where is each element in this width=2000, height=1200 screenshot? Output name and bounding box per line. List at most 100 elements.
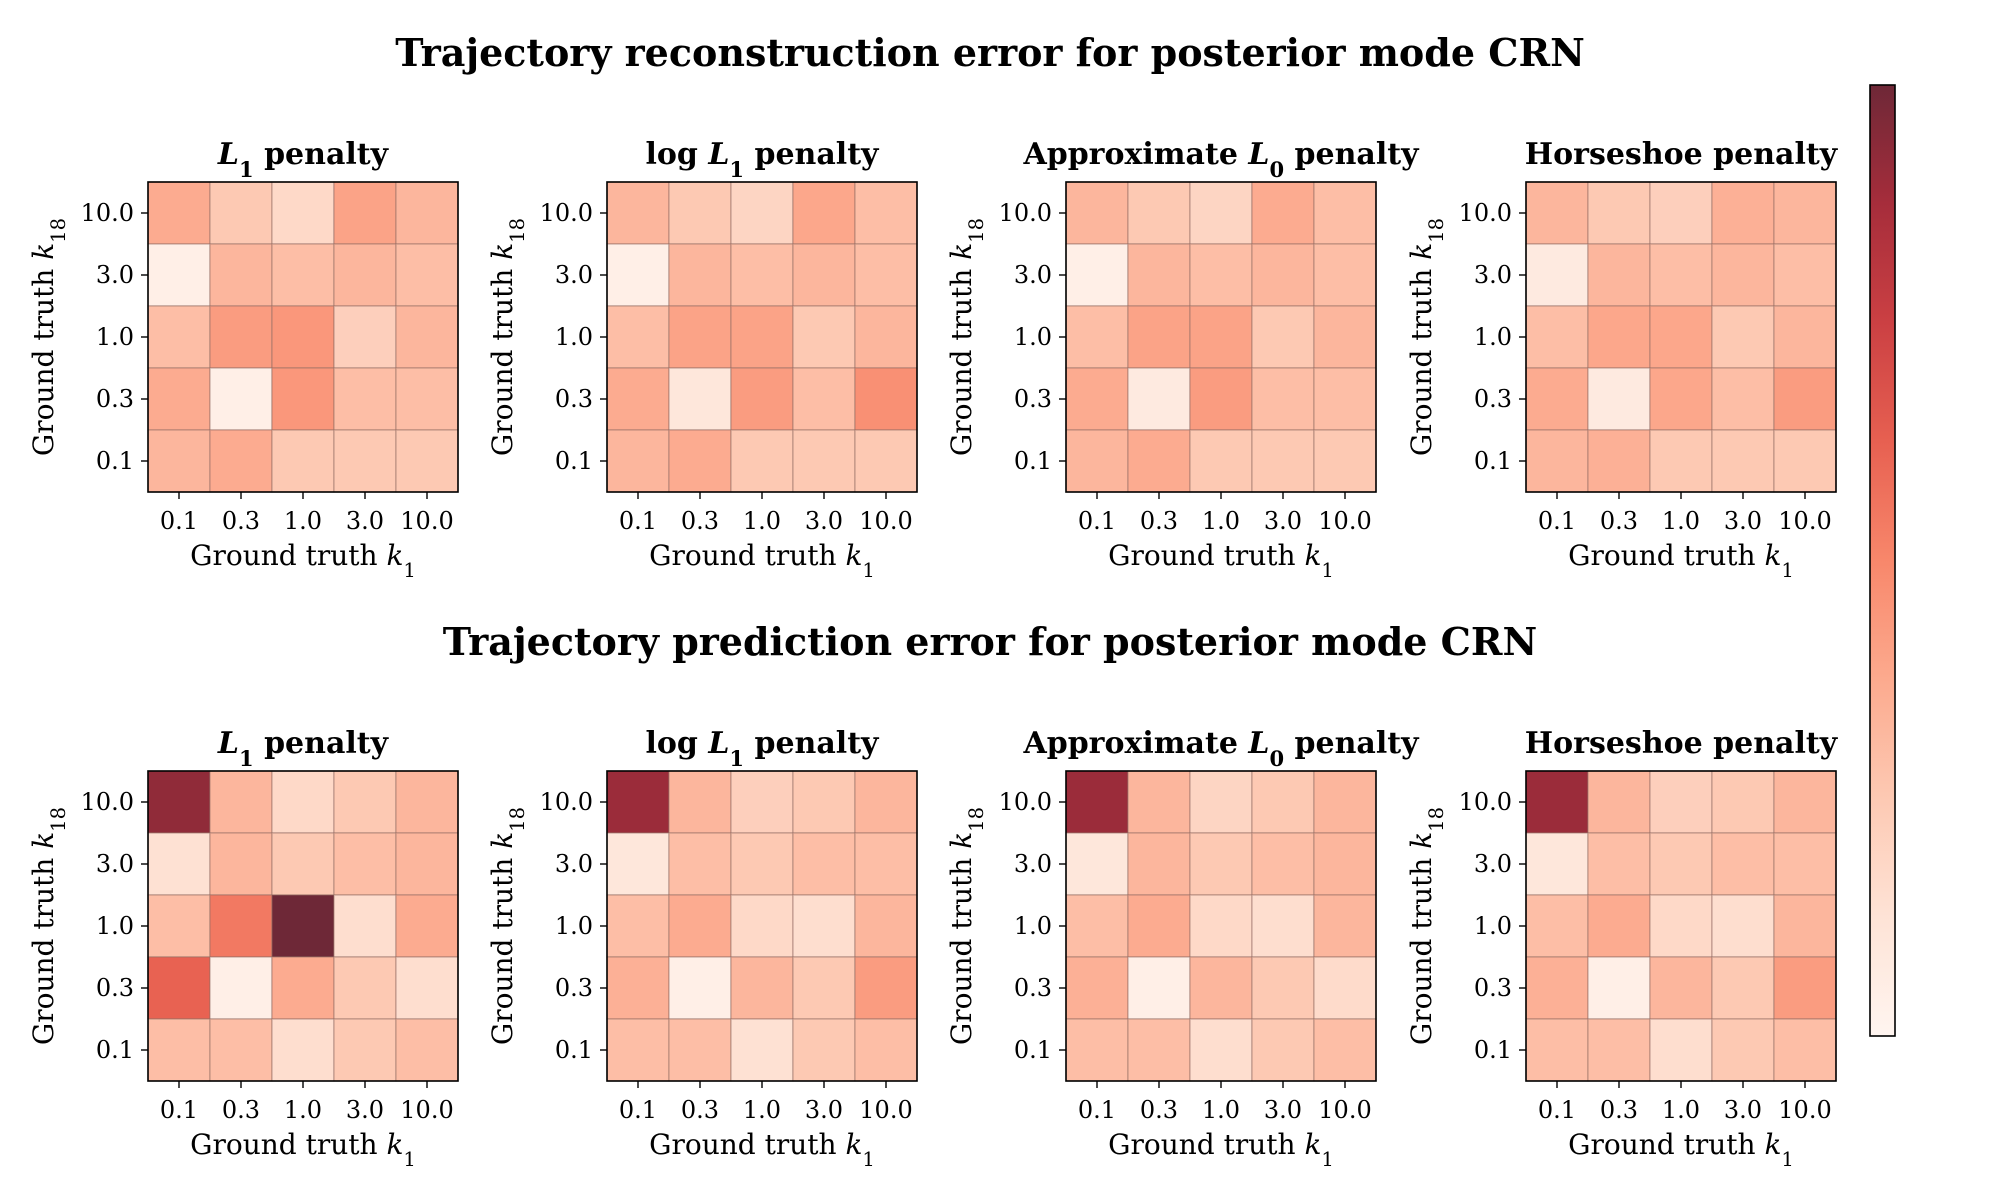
x-axis-label: Ground truth k1 [649, 1128, 875, 1171]
x-tick-label: 3.0 [1264, 1096, 1302, 1124]
heatmap-cell [1525, 429, 1589, 493]
y-tick-label: 10.0 [999, 788, 1052, 816]
heatmap-cell [730, 832, 794, 896]
heatmap-cell [668, 181, 732, 245]
x-tick-label: 10.0 [859, 507, 912, 535]
heatmap-cell [1127, 1018, 1191, 1082]
heatmap-cell [668, 367, 732, 431]
heatmap-cell [271, 429, 335, 493]
heatmap-cell [730, 305, 794, 369]
heatmap-cell [1649, 894, 1713, 958]
heatmap-cell [668, 770, 732, 834]
heatmap-cell [1189, 181, 1253, 245]
y-tick-label: 1.0 [555, 912, 593, 940]
heatmap-cell [395, 367, 459, 431]
heatmap-cell [1189, 305, 1253, 369]
panel-title: Horseshoe penalty [1525, 137, 1839, 172]
heatmap-cell [147, 894, 211, 958]
heatmap-cell [271, 367, 335, 431]
heatmap-cell [1587, 894, 1651, 958]
heatmap-cell [271, 832, 335, 896]
heatmap-cell [854, 181, 918, 245]
x-tick-label: 3.0 [805, 507, 843, 535]
heatmap-cell [1773, 770, 1837, 834]
heatmap-cell [147, 429, 211, 493]
heatmap-cell [1711, 894, 1775, 958]
y-tick-label: 10.0 [540, 199, 593, 227]
heatmap-cell [271, 770, 335, 834]
heatmap-cell [1587, 770, 1651, 834]
heatmap-cell [395, 305, 459, 369]
heatmap-cell [1313, 770, 1377, 834]
heatmap-cell [209, 956, 273, 1020]
heatmap-cell [271, 305, 335, 369]
x-tick-label: 0.1 [619, 1096, 657, 1124]
heatmap-cell [1251, 956, 1315, 1020]
heatmap-cell [1251, 429, 1315, 493]
heatmap-cell [1127, 956, 1191, 1020]
heatmap-cell [1189, 367, 1253, 431]
y-tick-label: 0.1 [1014, 447, 1052, 475]
x-tick-label: 3.0 [1724, 507, 1762, 535]
heatmap-cell [1251, 305, 1315, 369]
heatmap-cell [333, 367, 397, 431]
heatmap-cell [333, 181, 397, 245]
y-tick-label: 10.0 [1459, 199, 1512, 227]
heatmap-cell [271, 181, 335, 245]
heatmap-cell [792, 243, 856, 307]
panel-title: L1 penalty [217, 726, 390, 771]
x-tick-label: 0.1 [1538, 1096, 1576, 1124]
heatmap-cell [730, 770, 794, 834]
heatmap-cell [792, 832, 856, 896]
y-tick-label: 10.0 [81, 199, 134, 227]
heatmap-panel-log-l1-penalty: log L1 penalty 0.1 0.3 1.0 3.0 10.0 10.0 3.0 1.0… [486, 137, 918, 582]
heatmap-cell [1773, 429, 1837, 493]
heatmap-cell [209, 243, 273, 307]
x-tick-label: 10.0 [859, 1096, 912, 1124]
heatmap-cell [854, 832, 918, 896]
heatmap-panel-approximate-l0-penalty: Approximate L0 penalty 0.1 0.3 1.0 3.0 10.0 10… [945, 137, 1420, 582]
heatmap-cell [668, 305, 732, 369]
heatmap-cell [1525, 243, 1589, 307]
heatmap-cell [854, 770, 918, 834]
heatmap-cell [1065, 1018, 1129, 1082]
heatmap-cell [333, 243, 397, 307]
heatmap-cell [730, 243, 794, 307]
heatmap-cell [1313, 305, 1377, 369]
y-tick-label: 0.1 [1014, 1036, 1052, 1064]
x-axis-label: Ground truth k1 [1568, 1128, 1794, 1171]
heatmap-cell [730, 894, 794, 958]
heatmap-cell [1127, 367, 1191, 431]
y-axis-label: Ground truth k18 [1405, 218, 1448, 456]
heatmap-cell [1773, 832, 1837, 896]
panel-title: log L1 penalty [646, 726, 881, 771]
heatmap-cell [792, 429, 856, 493]
x-tick-label: 1.0 [1662, 1096, 1700, 1124]
heatmap-cell [1587, 181, 1651, 245]
heatmap-cell [1251, 1018, 1315, 1082]
x-tick-label: 0.1 [619, 507, 657, 535]
heatmap-cell [147, 770, 211, 834]
heatmap-cell [271, 956, 335, 1020]
heatmap-cell [1251, 243, 1315, 307]
heatmap-cell [1525, 367, 1589, 431]
y-tick-label: 0.1 [1474, 1036, 1512, 1064]
heatmap-cell [333, 1018, 397, 1082]
heatmap-cell [1649, 429, 1713, 493]
heatmap-cell [1525, 956, 1589, 1020]
y-tick-label: 1.0 [1014, 912, 1052, 940]
y-tick-label: 0.1 [1474, 447, 1512, 475]
heatmap-cell [1251, 894, 1315, 958]
y-tick-label: 3.0 [1014, 261, 1052, 289]
heatmap-cell [1525, 181, 1589, 245]
heatmap-cell [1065, 429, 1129, 493]
y-tick-label: 0.3 [1474, 385, 1512, 413]
heatmap-panel-log-l1-penalty: log L1 penalty 0.1 0.3 1.0 3.0 10.0 10.0 3.0 1.0… [486, 726, 918, 1171]
heatmap-cell [147, 832, 211, 896]
figure-row-1: Trajectory reconstruction error for post… [27, 30, 1839, 582]
heatmap-cell [1065, 181, 1129, 245]
x-tick-label: 0.3 [222, 1096, 260, 1124]
y-axis-label: Ground truth k18 [486, 218, 529, 456]
heatmap-cell [1587, 832, 1651, 896]
heatmap-cell [1127, 894, 1191, 958]
